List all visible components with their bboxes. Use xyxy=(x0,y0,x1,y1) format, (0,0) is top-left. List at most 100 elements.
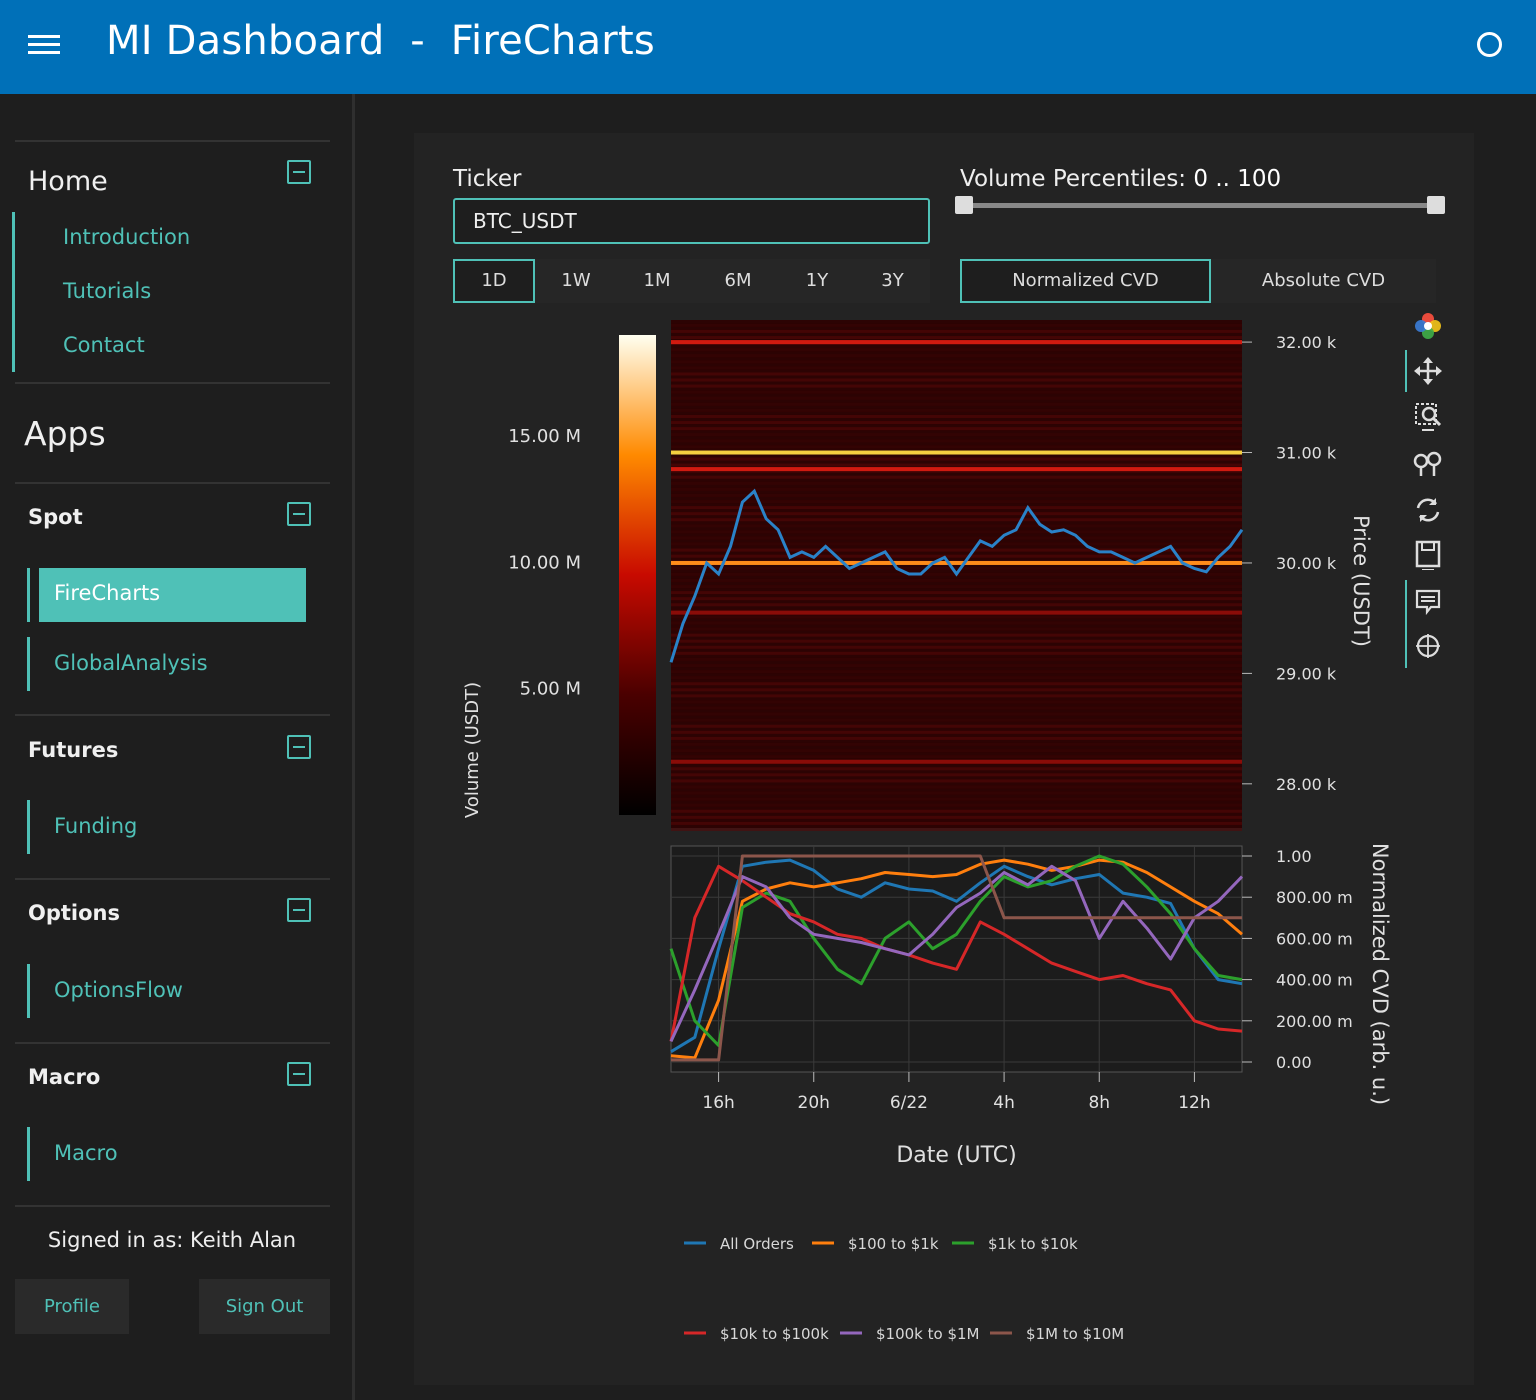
heatmap-row xyxy=(671,390,1242,394)
zoom-select-icon[interactable] xyxy=(1412,400,1444,432)
macro-collapse-button[interactable] xyxy=(287,1062,311,1086)
ticker-input[interactable] xyxy=(453,198,930,244)
timeframe-6m-button[interactable]: 6M xyxy=(724,270,752,291)
timeframe-3y-button[interactable]: 3Y xyxy=(881,270,904,291)
home-collapse-button[interactable] xyxy=(287,160,311,184)
ticker-label: Ticker xyxy=(453,166,522,192)
timeframe-selector: 1D 1W 1M 6M 1Y 3Y xyxy=(453,259,930,303)
modebar-group-indicator xyxy=(1405,350,1407,392)
top-app-bar: MI Dashboard - FireCharts xyxy=(0,0,1536,94)
volume-percentiles-label: Volume Percentiles: 0 .. 100 xyxy=(960,166,1281,192)
futures-collapse-button[interactable] xyxy=(287,735,311,759)
timeframe-1m-button[interactable]: 1M xyxy=(643,270,671,291)
normalized-cvd-button[interactable]: Normalized CVD xyxy=(960,259,1211,303)
heatmap-row xyxy=(671,372,1242,376)
cvd-mode-selector: Normalized CVD Absolute CVD xyxy=(960,259,1436,303)
heatmap-row xyxy=(671,360,1242,364)
x-tick-label: 6/22 xyxy=(890,1093,928,1113)
heatmap-row xyxy=(671,597,1242,601)
legend-label: $100 to $1k xyxy=(848,1235,939,1253)
spot-collapse-button[interactable] xyxy=(287,502,311,526)
heatmap-row xyxy=(671,336,1242,340)
heatmap-row xyxy=(671,439,1242,443)
heatmap-row xyxy=(671,736,1242,740)
profile-button[interactable]: Profile xyxy=(15,1279,129,1334)
heatmap-row xyxy=(671,524,1242,528)
sidebar-item-macro[interactable]: Macro xyxy=(54,1141,118,1165)
heatmap-row xyxy=(671,712,1242,716)
heatmap-row xyxy=(671,633,1242,637)
cvd-tick-label: 0.00 xyxy=(1276,1053,1312,1072)
heatmap-row xyxy=(671,676,1242,680)
sidebar-item-tutorials[interactable]: Tutorials xyxy=(63,279,152,303)
reset-axes-icon[interactable] xyxy=(1412,494,1444,526)
cvd-tick-label: 200.00 m xyxy=(1276,1012,1353,1031)
x-tick-label: 8h xyxy=(1088,1093,1110,1113)
firecharts-figure[interactable]: 28.00 k 29.00 k 30.00 k 31.00 k 32.00 k Price… xyxy=(440,310,1400,1370)
heatmap-row xyxy=(671,366,1242,370)
apps-heading: Apps xyxy=(24,414,106,453)
heatmap-row xyxy=(671,396,1242,400)
page-title: MI Dashboard - FireCharts xyxy=(106,18,655,64)
price-tick-label: 29.00 k xyxy=(1276,664,1337,683)
sidebar-divider xyxy=(352,94,355,1400)
save-image-icon[interactable] xyxy=(1412,538,1444,570)
heatmap-row xyxy=(671,323,1242,327)
heatmap-row xyxy=(671,651,1242,655)
sidebar-item-funding[interactable]: Funding xyxy=(54,814,138,838)
hover-compare-icon[interactable] xyxy=(1412,586,1444,618)
heatmap-row xyxy=(671,414,1242,418)
cvd-tick-label: 800.00 m xyxy=(1276,888,1353,907)
heatmap-row xyxy=(671,694,1242,698)
divider xyxy=(15,1205,330,1207)
heatmap-row xyxy=(671,445,1242,449)
loading-status-icon xyxy=(1477,32,1502,57)
heatmap-row xyxy=(671,797,1242,801)
volume-percentiles-value: 0 .. 100 xyxy=(1193,166,1282,192)
heatmap-row xyxy=(671,742,1242,746)
spike-lines-icon[interactable] xyxy=(1412,448,1444,480)
timeframe-1y-button[interactable]: 1Y xyxy=(805,270,829,291)
sidebar-item-globalanalysis[interactable]: GlobalAnalysis xyxy=(54,651,208,675)
sidebar-item-optionsflow[interactable]: OptionsFlow xyxy=(54,978,183,1002)
absolute-cvd-button[interactable]: Absolute CVD xyxy=(1261,270,1386,291)
timeframe-1d-button[interactable]: 1D xyxy=(453,259,535,303)
x-tick-label: 16h xyxy=(702,1093,734,1113)
slider-max-handle[interactable] xyxy=(1427,196,1445,214)
heatmap-row xyxy=(671,384,1242,388)
heatmap-band xyxy=(671,610,1242,615)
heatmap-row xyxy=(671,548,1242,552)
sign-out-button[interactable]: Sign Out xyxy=(199,1279,330,1334)
heatmap-row xyxy=(671,809,1242,813)
heatmap-row xyxy=(671,427,1242,431)
sidebar-item-firecharts[interactable]: FireCharts xyxy=(39,568,306,622)
signed-in-label: Signed in as: Keith Alan xyxy=(47,1228,297,1252)
pan-icon[interactable] xyxy=(1412,355,1444,387)
heatmap-row xyxy=(671,378,1242,382)
cvd-tick-label: 1.00 xyxy=(1276,847,1312,866)
price-axis-title: Price (USDT) xyxy=(1349,515,1373,647)
heatmap-row xyxy=(671,408,1242,412)
heatmap-row xyxy=(671,433,1242,437)
options-collapse-button[interactable] xyxy=(287,898,311,922)
hamburger-menu-icon[interactable] xyxy=(28,30,62,62)
x-tick-label: 4h xyxy=(993,1093,1015,1113)
heatmap-row xyxy=(671,603,1242,607)
heatmap-row xyxy=(671,670,1242,674)
price-tick-label: 32.00 k xyxy=(1276,333,1337,352)
heatmap-row xyxy=(671,803,1242,807)
legend-label: $1M to $10M xyxy=(1026,1325,1124,1343)
nav-indicator xyxy=(12,212,15,372)
price-line xyxy=(669,488,1244,663)
sidebar-item-contact[interactable]: Contact xyxy=(63,333,145,357)
sidebar-item-introduction[interactable]: Introduction xyxy=(63,225,191,249)
timeframe-1w-button[interactable]: 1W xyxy=(561,270,591,291)
heatmap-row xyxy=(671,627,1242,631)
heatmap-row xyxy=(671,767,1242,771)
x-tick-label: 20h xyxy=(798,1093,830,1113)
plotly-logo-icon[interactable] xyxy=(1412,310,1444,342)
heatmap-row xyxy=(671,475,1242,479)
volume-percentiles-slider[interactable] xyxy=(963,203,1436,208)
slider-min-handle[interactable] xyxy=(955,196,973,214)
crosshair-icon[interactable] xyxy=(1412,630,1444,662)
